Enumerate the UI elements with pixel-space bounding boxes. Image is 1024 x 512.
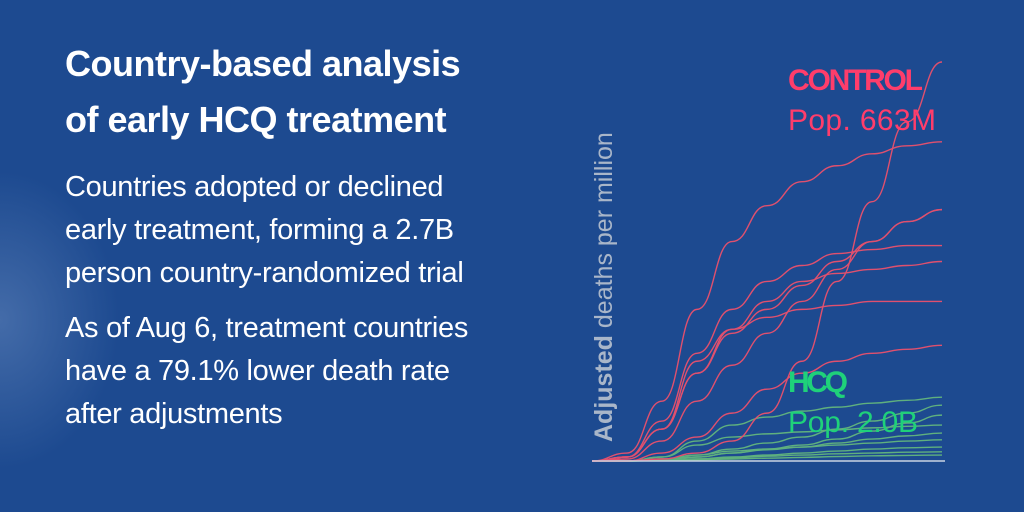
paragraph-trial-description: Countries adopted or declined early trea… [65, 166, 565, 295]
paragraph-result: As of Aug 6, treatment countries have a … [65, 307, 565, 436]
control-5-line [591, 244, 942, 462]
hcq-group-label: HCQ [788, 366, 848, 399]
text-line: Countries adopted or declined [65, 171, 444, 203]
headline-line-2: of early HCQ treatment [65, 99, 447, 140]
text-line: person country-randomized trial [65, 257, 464, 289]
control-7-line [591, 300, 942, 462]
text-line: have a 79.1% lower death rate [65, 355, 450, 387]
chart-lines [591, 61, 943, 462]
text-line: early treatment, forming a 2.7B [65, 214, 454, 246]
control-1-line [592, 61, 943, 462]
headline: Country-based analysis of early HCQ trea… [65, 36, 565, 148]
text-line: As of Aug 6, treatment countries [65, 312, 469, 344]
control-population-label: Pop. 663M [788, 104, 936, 137]
control-8-line [592, 344, 943, 462]
control-group-label: CONTROL [788, 64, 923, 97]
text-panel: Country-based analysis of early HCQ trea… [65, 36, 565, 436]
control-4-line [591, 208, 943, 462]
hcq-population-label: Pop. 2.0B [788, 406, 918, 439]
y-axis-label-bold: Adjusted [590, 335, 618, 442]
headline-line-1: Country-based analysis [65, 43, 461, 84]
text-line: after adjustments [65, 398, 283, 430]
hcq-4-line [592, 424, 943, 462]
virus-background-image [0, 170, 120, 470]
control-2-line [591, 141, 943, 462]
y-axis-label-rest: deaths per million [590, 132, 618, 335]
y-axis-label: Adjusted deaths per million [590, 132, 618, 442]
